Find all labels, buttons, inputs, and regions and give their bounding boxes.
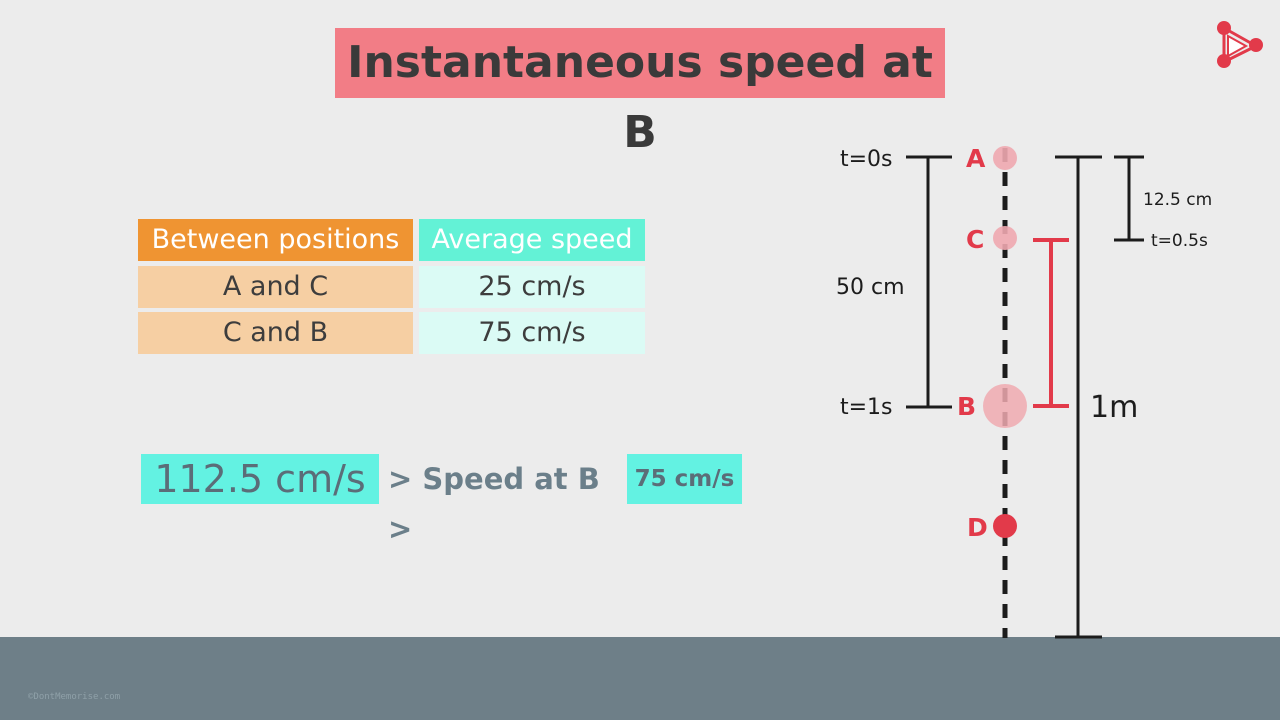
- ball-position-d: [993, 514, 1017, 538]
- speed-at-b-label: > Speed at B >: [388, 462, 600, 546]
- point-label-c: C: [966, 225, 984, 254]
- upper-bound-value: 112.5 cm/s: [141, 454, 379, 504]
- table-header-positions: Between positions: [138, 219, 413, 261]
- point-label-a: A: [966, 144, 986, 173]
- table-header-average-speed: Average speed: [419, 219, 645, 261]
- distance-label-50cm: 50 cm: [836, 275, 905, 300]
- table-cell-speed-row1: 25 cm/s: [419, 266, 645, 308]
- time-label-t0: t=0s: [840, 147, 893, 172]
- ball-position-c: [993, 226, 1017, 250]
- ball-position-b: [983, 384, 1027, 428]
- distance-label-1m: 1m: [1090, 390, 1138, 425]
- distance-label-12-5cm: 12.5 cm: [1143, 190, 1212, 210]
- point-label-d: D: [967, 513, 988, 542]
- table-cell-positions-row1: A and C: [138, 266, 413, 308]
- copyright-text: ©DontMemorise.com: [28, 692, 121, 702]
- table-cell-speed-row2: 75 cm/s: [419, 312, 645, 354]
- point-label-b: B: [957, 392, 976, 421]
- ground-floor: [0, 637, 1280, 720]
- lower-bound-value: 75 cm/s: [627, 454, 742, 504]
- brand-logo-icon: [1217, 21, 1263, 68]
- time-label-t-half: t=0.5s: [1151, 231, 1208, 251]
- table-cell-positions-row2: C and B: [138, 312, 413, 354]
- slide-title: Instantaneous speed at B: [335, 28, 945, 158]
- ball-position-a: [993, 146, 1017, 170]
- time-label-t1: t=1s: [840, 395, 893, 420]
